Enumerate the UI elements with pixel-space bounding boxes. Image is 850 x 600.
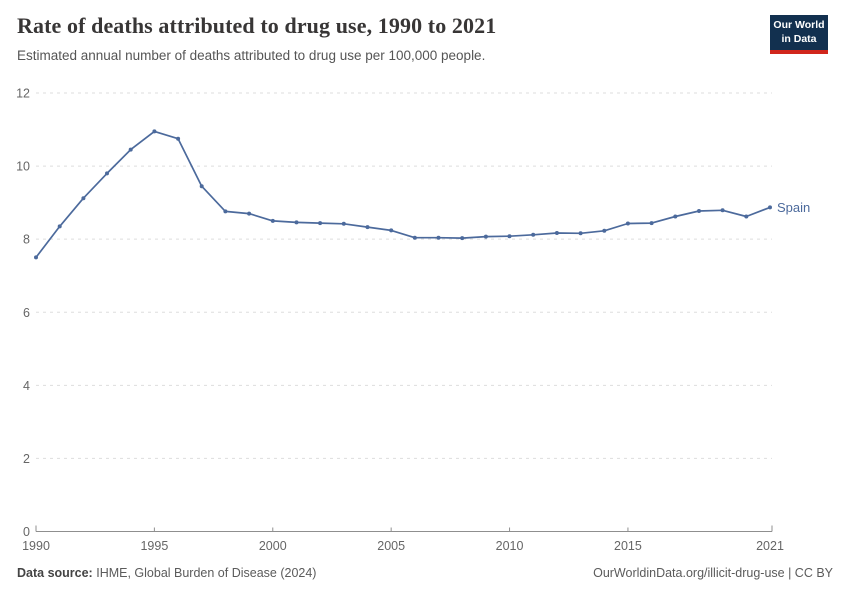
owid-logo[interactable]: Our World in Data [770,15,828,55]
chart-footer: Data source: IHME, Global Burden of Dise… [17,566,833,580]
data-point-marker [389,228,394,233]
owid-url-license-link[interactable]: OurWorldinData.org/illicit-drug-use | CC… [593,566,833,580]
data-point-marker [768,205,772,210]
y-axis-tick-label: 4 [23,379,30,393]
data-point-marker [697,209,701,213]
data-point-marker [105,171,109,176]
data-point-marker [602,228,607,233]
x-axis-tick-label: 1995 [140,539,168,553]
x-axis-tick-label: 2021 [756,539,784,553]
data-point-marker [554,231,559,235]
data-point-marker [625,221,630,226]
data-point-marker [318,221,323,226]
data-point-marker [412,235,417,240]
data-point-marker [34,255,38,260]
entity-label-spain[interactable]: Spain [777,200,810,215]
data-source-value[interactable]: IHME, Global Burden of Disease (2024) [96,566,317,580]
data-point-marker [223,209,228,214]
x-axis-tick-label: 1990 [22,539,50,553]
data-point-marker [483,234,488,239]
owid-logo-text-line1: Our World [773,19,825,31]
y-axis-tick-label: 12 [16,87,30,101]
data-point-marker [270,218,275,223]
data-point-marker [247,211,252,216]
data-point-marker [507,234,512,239]
data-point-marker [341,221,346,226]
data-point-marker [720,208,725,213]
data-point-marker [673,214,678,219]
data-point-marker [176,136,181,141]
y-axis-tick-label: 2 [23,452,30,466]
series-line-spain[interactable] [35,130,771,259]
y-axis-tick-label: 8 [23,233,30,247]
chart-title: Rate of deaths attributed to drug use, 1… [17,13,497,38]
data-point-marker [531,232,536,237]
data-point-marker [81,196,86,201]
x-axis-tick-label: 2010 [496,539,524,553]
x-axis-tick-label: 2015 [614,539,642,553]
y-axis-tick-label: 10 [16,160,30,174]
data-point-marker [436,235,441,240]
chart-subtitle: Estimated annual number of deaths attrib… [17,48,486,64]
data-point-marker [152,129,157,134]
y-axis-tick-label: 0 [23,525,30,539]
y-axis-tick-label: 6 [23,306,30,320]
data-point-marker [128,147,133,152]
data-point-marker [365,225,370,230]
data-point-marker [199,184,204,189]
owid-logo-text-line2: in Data [781,32,817,45]
chart-header: Rate of deaths attributed to drug use, 1… [17,13,750,65]
data-point-marker [649,221,654,226]
data-point-marker [460,236,465,241]
data-point-marker [57,224,62,229]
x-axis-tick-label: 2005 [377,539,405,553]
data-point-marker [744,214,749,219]
x-axis-tick-label: 2000 [259,539,287,553]
data-point-marker [294,220,299,225]
data-source-note: Data source: IHME, Global Burden of Dise… [17,566,316,580]
data-source-label: Data source: [17,566,93,580]
data-point-marker [578,231,583,236]
